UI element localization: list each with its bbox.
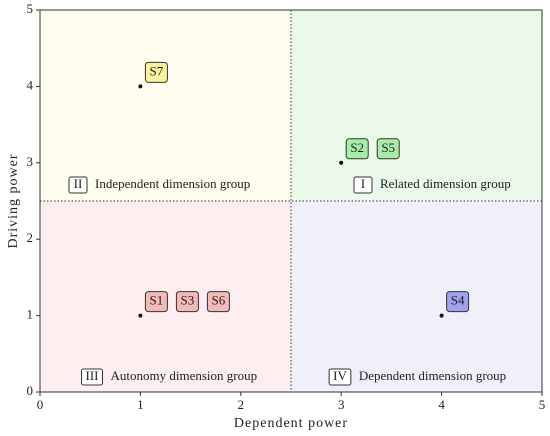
quadrant-label: Related dimension group xyxy=(380,176,511,191)
point-label-box xyxy=(206,291,230,313)
y-tick-label: 5 xyxy=(27,1,34,16)
x-tick-label: 3 xyxy=(338,397,345,412)
point-label-box xyxy=(144,61,168,83)
quadrant-numeral-box xyxy=(328,368,352,386)
x-tick-label: 5 xyxy=(539,397,546,412)
point-label: S7 xyxy=(150,63,164,78)
point-label-box xyxy=(446,291,470,313)
x-axis-label: Dependent power xyxy=(234,416,348,431)
y-tick-label: 2 xyxy=(27,230,34,245)
quadrant-numeral-box xyxy=(68,176,88,194)
point-label: S5 xyxy=(381,140,395,155)
y-tick-label: 1 xyxy=(27,307,34,322)
point xyxy=(339,160,344,165)
point-label-box xyxy=(345,138,369,160)
quadrant-label: Autonomy dimension group xyxy=(111,368,258,383)
point-label: S3 xyxy=(181,293,195,308)
point-label-box xyxy=(175,291,199,313)
y-tick-label: 4 xyxy=(27,77,34,92)
point xyxy=(439,313,444,318)
y-tick-label: 0 xyxy=(27,383,34,398)
quadrant-numeral-box xyxy=(81,368,103,386)
point-label: S1 xyxy=(150,293,164,308)
quadrant-numeral: I xyxy=(361,176,365,191)
quadrant-background xyxy=(40,10,291,201)
quadrant-label: Independent dimension group xyxy=(95,176,250,191)
point-label-box xyxy=(144,291,168,313)
x-tick-label: 2 xyxy=(238,397,245,412)
point-label: S2 xyxy=(350,140,364,155)
quadrant-numeral: IV xyxy=(333,368,347,383)
point-label: S4 xyxy=(451,293,465,308)
y-tick-label: 3 xyxy=(27,154,34,169)
point xyxy=(138,84,143,89)
quadrant-label: Dependent dimension group xyxy=(359,368,506,383)
point-label: S6 xyxy=(212,293,226,308)
quadrant-numeral-box xyxy=(353,176,373,194)
quadrant-background xyxy=(291,10,542,201)
x-tick-label: 4 xyxy=(438,397,445,412)
quadrant-background xyxy=(291,201,542,392)
plot-frame xyxy=(39,9,543,393)
x-tick-label: 1 xyxy=(137,397,144,412)
x-tick-label: 0 xyxy=(37,397,44,412)
quadrant-numeral: II xyxy=(74,176,83,191)
point-label-box xyxy=(376,138,400,160)
y-axis-label: Driving power xyxy=(6,153,21,248)
quadrant-numeral: III xyxy=(86,368,99,383)
point xyxy=(138,313,143,318)
